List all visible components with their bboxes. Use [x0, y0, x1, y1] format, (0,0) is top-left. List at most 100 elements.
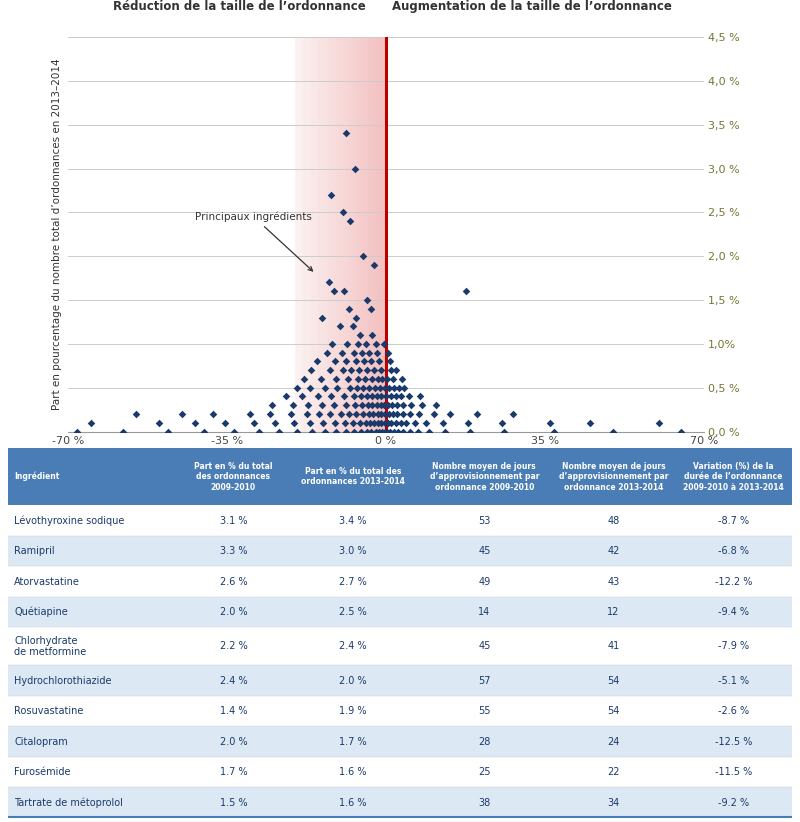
- Text: Part en % du total
des ordonnances
2009-2010: Part en % du total des ordonnances 2009-…: [194, 462, 273, 492]
- Point: [357, 381, 370, 395]
- Text: 1.6 %: 1.6 %: [339, 797, 366, 808]
- Bar: [377, 37, 378, 432]
- Point: [354, 425, 367, 438]
- Point: [284, 408, 297, 421]
- Text: Quétiapine: Quétiapine: [14, 607, 68, 617]
- Bar: [341, 37, 342, 432]
- Point: [388, 381, 401, 395]
- Bar: [8, 566, 792, 597]
- Text: Citalopram: Citalopram: [14, 737, 68, 746]
- Point: [652, 416, 665, 429]
- Bar: [384, 37, 385, 432]
- Bar: [318, 37, 319, 432]
- Point: [153, 416, 166, 429]
- Bar: [8, 536, 792, 566]
- Point: [368, 381, 381, 395]
- Text: 3.4 %: 3.4 %: [339, 515, 366, 525]
- Bar: [366, 37, 368, 432]
- Point: [427, 408, 440, 421]
- Point: [84, 416, 97, 429]
- Point: [315, 311, 328, 324]
- Point: [414, 390, 426, 403]
- Bar: [374, 37, 376, 432]
- Point: [375, 372, 388, 386]
- Point: [371, 346, 384, 359]
- Point: [392, 381, 405, 395]
- Bar: [379, 37, 380, 432]
- Point: [330, 425, 342, 438]
- Bar: [8, 448, 792, 506]
- Point: [343, 302, 356, 316]
- Bar: [308, 37, 309, 432]
- Text: Furosémide: Furosémide: [14, 767, 70, 777]
- Point: [408, 416, 421, 429]
- Text: 3.3 %: 3.3 %: [220, 546, 247, 556]
- Point: [334, 320, 346, 333]
- Text: Variation (%) de la
durée de l’ordonnance
2009-2010 à 2013-2014: Variation (%) de la durée de l’ordonnanc…: [683, 462, 783, 492]
- Point: [291, 425, 304, 438]
- Point: [334, 408, 347, 421]
- Text: Ingrédient: Ingrédient: [14, 472, 60, 482]
- Point: [370, 390, 383, 403]
- Point: [348, 390, 361, 403]
- Point: [350, 408, 363, 421]
- Point: [310, 355, 323, 368]
- Bar: [306, 37, 308, 432]
- Point: [351, 381, 364, 395]
- Bar: [344, 37, 345, 432]
- Point: [357, 408, 370, 421]
- Point: [175, 408, 188, 421]
- Text: 54: 54: [607, 676, 620, 686]
- Text: Réduction de la taille de l’ordonnance: Réduction de la taille de l’ordonnance: [114, 0, 366, 13]
- Point: [362, 381, 375, 395]
- Text: 42: 42: [607, 546, 620, 556]
- Bar: [352, 37, 353, 432]
- Bar: [370, 37, 371, 432]
- Point: [162, 425, 174, 438]
- Point: [397, 408, 410, 421]
- Point: [498, 425, 510, 438]
- Text: 12: 12: [607, 607, 620, 617]
- Text: -8.7 %: -8.7 %: [718, 515, 749, 525]
- Point: [341, 337, 354, 350]
- Point: [459, 284, 472, 298]
- Bar: [371, 37, 372, 432]
- Text: 2.0 %: 2.0 %: [219, 607, 247, 617]
- Bar: [309, 37, 310, 432]
- Point: [391, 408, 404, 421]
- Point: [329, 416, 342, 429]
- Point: [365, 425, 378, 438]
- Point: [347, 416, 360, 429]
- Text: 48: 48: [607, 515, 620, 525]
- Bar: [363, 37, 365, 432]
- Point: [338, 416, 351, 429]
- Point: [382, 399, 394, 412]
- Bar: [320, 37, 322, 432]
- Text: -2.6 %: -2.6 %: [718, 706, 749, 716]
- Text: 1.9 %: 1.9 %: [339, 706, 366, 716]
- Point: [362, 399, 374, 412]
- Text: 43: 43: [607, 576, 620, 587]
- Point: [324, 408, 337, 421]
- Point: [387, 425, 400, 438]
- Point: [305, 363, 318, 376]
- Bar: [8, 666, 792, 696]
- Point: [286, 399, 299, 412]
- Bar: [310, 37, 311, 432]
- Bar: [345, 37, 346, 432]
- Point: [362, 408, 375, 421]
- Text: -6.8 %: -6.8 %: [718, 546, 749, 556]
- Point: [464, 425, 477, 438]
- Bar: [333, 37, 334, 432]
- Text: 24: 24: [607, 737, 620, 746]
- Bar: [327, 37, 328, 432]
- Point: [273, 425, 286, 438]
- Text: -9.4 %: -9.4 %: [718, 607, 749, 617]
- Point: [470, 408, 483, 421]
- Point: [330, 372, 342, 386]
- Bar: [326, 37, 327, 432]
- Bar: [8, 597, 792, 627]
- Text: 25: 25: [478, 767, 490, 777]
- Point: [364, 416, 377, 429]
- Bar: [342, 37, 343, 432]
